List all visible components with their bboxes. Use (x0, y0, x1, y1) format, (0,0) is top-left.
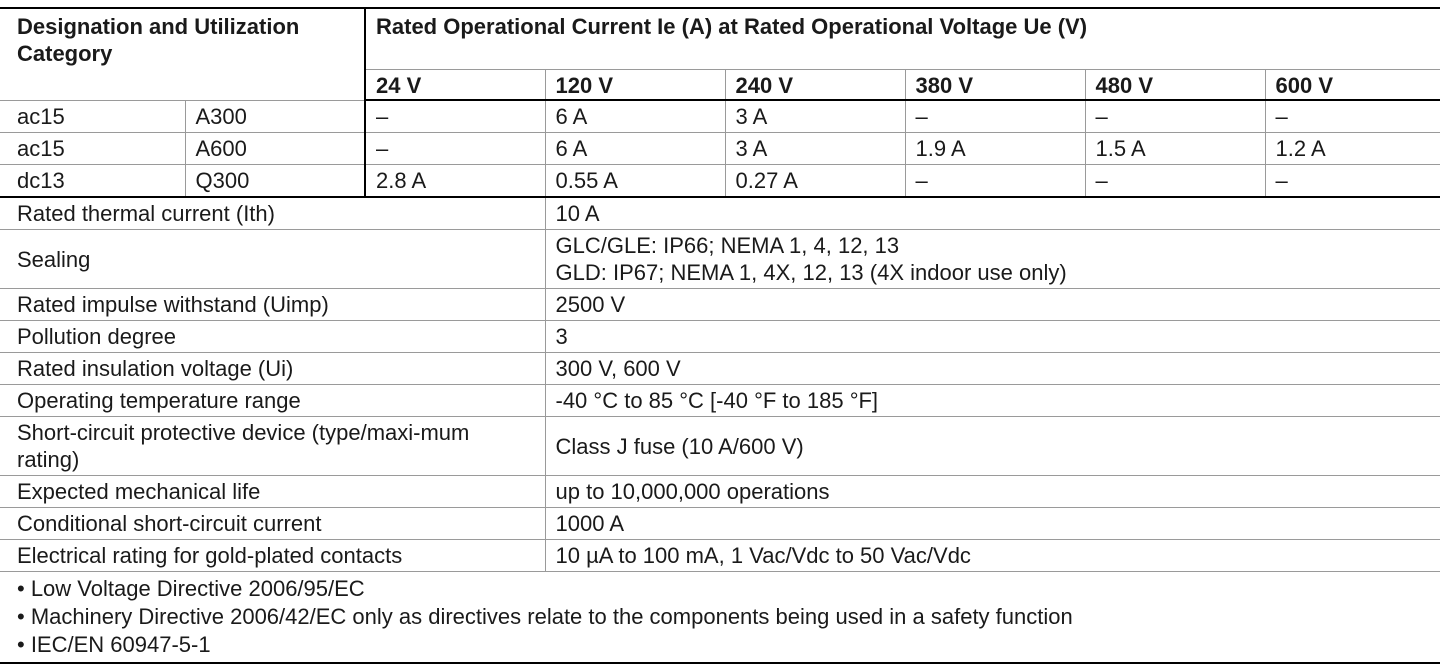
spec-value-line: GLC/GLE: IP66; NEMA 1, 4, 12, 13 (555, 233, 900, 258)
spec-row: Electrical rating for gold-plated contac… (0, 539, 1440, 572)
rating-value: 3 A (724, 132, 906, 165)
spec-value: 1000 A (544, 507, 1440, 540)
spec-value: GLC/GLE: IP66; NEMA 1, 4, 12, 13 GLD: IP6… (544, 229, 1440, 289)
designation-header: Designation and Utilization Category (0, 7, 366, 101)
rating-value: – (364, 99, 546, 133)
rating-value: – (1084, 164, 1266, 198)
spec-label: Electrical rating for gold-plated contac… (0, 539, 546, 572)
spec-value-line: 10 µA to 100 mA, 1 Vac/Vdc to 50 Vac/Vdc (555, 543, 971, 568)
spec-value: 10 A (544, 196, 1440, 230)
rating-designation: Q300 (184, 164, 366, 198)
spec-label: Expected mechanical life (0, 475, 546, 508)
spec-label: Conditional short-circuit current (0, 507, 546, 540)
rating-value: 1.9 A (904, 132, 1086, 165)
rating-value: 0.55 A (544, 164, 726, 198)
voltage-header: 600 V (1264, 69, 1440, 101)
spec-row: Short-circuit protective device (type/ma… (0, 416, 1440, 476)
notes: • Low Voltage Directive 2006/95/EC • Mach… (0, 571, 1440, 664)
spec-value-line: 2500 V (555, 292, 626, 317)
rating-value: – (904, 164, 1086, 198)
spec-value: -40 °C to 85 °C [-40 °F to 185 °F] (544, 384, 1440, 417)
rating-value: 6 A (544, 132, 726, 165)
note: • Low Voltage Directive 2006/95/EC (17, 576, 365, 601)
voltage-header: 240 V (724, 69, 906, 101)
spec-label: Sealing (0, 229, 546, 289)
header-row: Designation and Utilization Category Rate… (0, 7, 1440, 101)
spec-value-line: -40 °C to 85 °C [-40 °F to 185 °F] (555, 388, 879, 413)
rating-value: – (1084, 99, 1266, 133)
rating-designation: A300 (184, 99, 366, 133)
spec-value: 300 V, 600 V (544, 352, 1440, 385)
spec-row: Pollution degree 3 (0, 320, 1440, 353)
rating-designation: dc13 (0, 164, 186, 198)
spec-row: Conditional short-circuit current 1000 A (0, 507, 1440, 540)
spec-row: Rated thermal current (Ith) 10 A (0, 196, 1440, 230)
spec-label: Rated thermal current (Ith) (0, 196, 546, 230)
rating-value: 1.2 A (1264, 132, 1440, 165)
spec-value: 2500 V (544, 288, 1440, 321)
spec-value-line: Class J fuse (10 A/600 V) (555, 433, 804, 459)
voltage-header: 380 V (904, 69, 1086, 101)
rating-value: – (1264, 164, 1440, 198)
rating-designation: ac15 (0, 132, 186, 165)
rating-value: – (904, 99, 1086, 133)
spec-value-line: up to 10,000,000 operations (555, 479, 830, 504)
notes-row: • Low Voltage Directive 2006/95/EC • Mach… (0, 571, 1440, 664)
voltage-header: 24 V (364, 69, 546, 101)
rating-value: 1.5 A (1084, 132, 1266, 165)
spec-row: Operating temperature range -40 °C to 85 … (0, 384, 1440, 417)
spec-value: Class J fuse (10 A/600 V) (544, 416, 1440, 476)
spec-label: Rated insulation voltage (Ui) (0, 352, 546, 385)
spec-value-line: 300 V, 600 V (555, 356, 681, 381)
rating-value: 2.8 A (364, 164, 546, 198)
rating-designation: ac15 (0, 99, 186, 133)
spec-value-line: 1000 A (555, 511, 625, 536)
rating-value: – (364, 132, 546, 165)
spec-value: up to 10,000,000 operations (544, 475, 1440, 508)
spec-row: Rated insulation voltage (Ui) 300 V, 600 … (0, 352, 1440, 385)
rating-value: – (1264, 99, 1440, 133)
note: • IEC/EN 60947-5-1 (17, 632, 211, 657)
spec-label: Pollution degree (0, 320, 546, 353)
rating-designation: A600 (184, 132, 366, 165)
spec-value: 10 µA to 100 mA, 1 Vac/Vdc to 50 Vac/Vdc (544, 539, 1440, 572)
spec-row: Sealing GLC/GLE: IP66; NEMA 1, 4, 12, 13 G… (0, 229, 1440, 289)
voltage-row: 24 V 120 V 240 V 380 V 480 V 600 V (0, 69, 1440, 101)
rating-value: 6 A (544, 99, 726, 133)
voltage-header: 480 V (1084, 69, 1266, 101)
spec-value: 3 (544, 320, 1440, 353)
spec-value-line: 10 A (555, 201, 600, 226)
spec-table: Designation and Utilization Category Rate… (0, 7, 1440, 664)
spec-row: Expected mechanical life up to 10,000,000… (0, 475, 1440, 508)
table-body: Designation and Utilization Category Rate… (0, 7, 1440, 664)
note: • Machinery Directive 2006/42/EC only as… (17, 604, 1073, 629)
rating-value: 3 A (724, 99, 906, 133)
spec-label: Operating temperature range (0, 384, 546, 417)
spec-value-line: 3 (555, 324, 568, 349)
spec-row: Rated impulse withstand (Uimp) 2500 V (0, 288, 1440, 321)
rated-header: Rated Operational Current Ie (A) at Rate… (364, 7, 1440, 70)
rating-value: 0.27 A (724, 164, 906, 198)
spec-label: Rated impulse withstand (Uimp) (0, 288, 546, 321)
spec-label: Short-circuit protective device (type/ma… (0, 416, 546, 476)
rating-row: dc13 Q300 2.8 A 0.55 A 0.27 A – – – (0, 164, 1440, 198)
voltage-header: 120 V (544, 69, 726, 101)
spec-value-line: GLD: IP67; NEMA 1, 4X, 12, 13 (4X indoor… (555, 260, 1067, 285)
page: Designation and Utilization Category Rate… (0, 7, 1440, 669)
